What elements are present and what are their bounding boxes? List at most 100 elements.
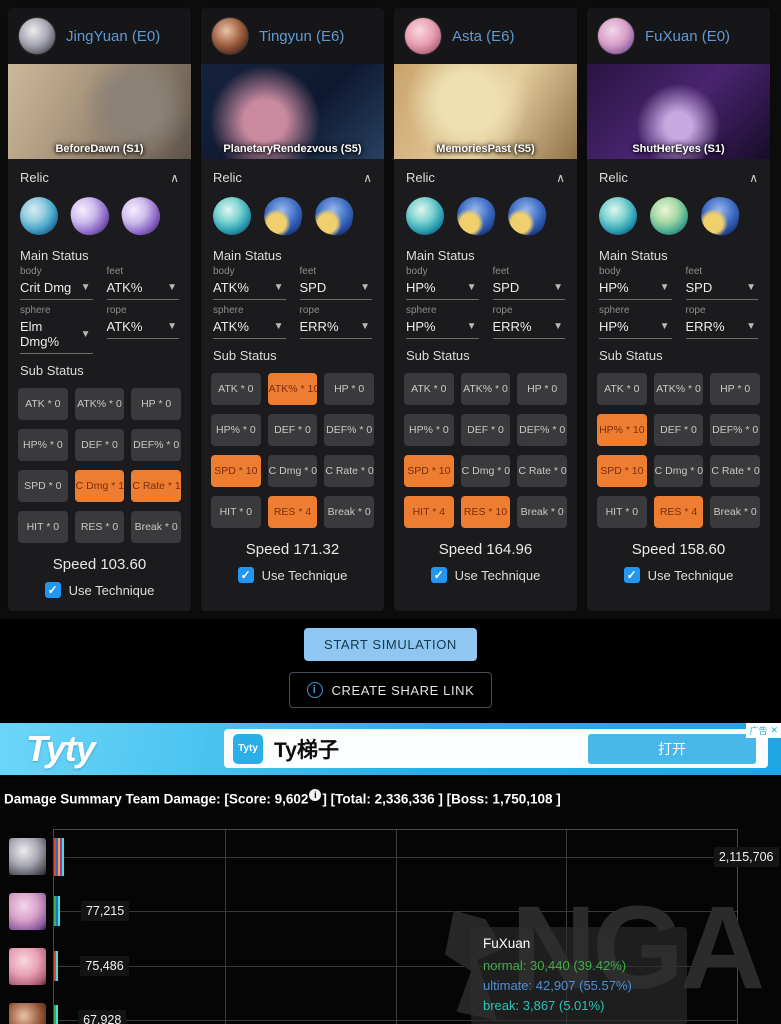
- feet-select[interactable]: SPD ▼: [492, 277, 565, 300]
- sub-stat-chip[interactable]: RES * 0: [74, 511, 125, 543]
- sub-stat-chip[interactable]: HP * 0: [324, 373, 374, 405]
- sub-stat-chip[interactable]: Break * 0: [131, 511, 181, 543]
- feet-select[interactable]: ATK% ▼: [106, 277, 179, 300]
- green-relic-icon[interactable]: [650, 197, 688, 235]
- rope-select[interactable]: ERR% ▼: [685, 316, 758, 339]
- bar-segment-ultimate[interactable]: [56, 896, 58, 927]
- sub-stat-chip[interactable]: ATK% * 0: [74, 388, 125, 420]
- sub-stat-chip[interactable]: SPD * 0: [18, 470, 68, 502]
- sphere-select[interactable]: ATK% ▼: [213, 316, 286, 339]
- purple-relic-icon[interactable]: [67, 193, 113, 239]
- feet-select[interactable]: SPD ▼: [299, 277, 372, 300]
- sphere-select[interactable]: HP% ▼: [406, 316, 479, 339]
- bar-segment-break[interactable]: [62, 837, 64, 876]
- sub-stat-chip[interactable]: C Dmg * 0: [653, 455, 704, 487]
- relic-section-header[interactable]: Relic ∧: [201, 159, 384, 187]
- chevron-up-icon[interactable]: ∧: [170, 170, 179, 185]
- blue-gold-relic-icon[interactable]: [504, 193, 550, 239]
- sub-stat-chip[interactable]: RES * 10: [460, 496, 511, 528]
- sub-stat-chip[interactable]: HP * 0: [131, 388, 181, 420]
- sub-stat-chip[interactable]: DEF% * 0: [131, 429, 181, 461]
- rope-select[interactable]: ERR% ▼: [299, 316, 372, 339]
- close-icon[interactable]: ✕: [770, 725, 778, 735]
- bar-segment-break[interactable]: [58, 896, 60, 927]
- bar-segment-skill[interactable]: [54, 837, 56, 876]
- bar-segment-break[interactable]: [56, 950, 58, 981]
- purple-relic-icon[interactable]: [118, 193, 164, 239]
- sphere-select[interactable]: HP% ▼: [599, 316, 672, 339]
- start-simulation-button[interactable]: START SIMULATION: [304, 628, 477, 661]
- sub-stat-chip[interactable]: HP * 0: [517, 373, 567, 405]
- relic-section-header[interactable]: Relic ∧: [587, 159, 770, 187]
- sub-stat-chip[interactable]: ATK * 0: [18, 388, 68, 420]
- chevron-up-icon[interactable]: ∧: [363, 170, 372, 185]
- sub-stat-chip[interactable]: ATK * 0: [404, 373, 454, 405]
- sub-stat-chip[interactable]: DEF * 0: [267, 414, 318, 446]
- relic-section-header[interactable]: Relic ∧: [8, 159, 191, 187]
- bar-segment-follow_up[interactable]: [60, 837, 62, 876]
- sub-stat-chip[interactable]: ATK% * 10: [267, 373, 318, 405]
- sub-stat-chip[interactable]: HP% * 0: [211, 414, 261, 446]
- sub-stat-chip[interactable]: HP% * 0: [18, 429, 68, 461]
- sub-stat-chip[interactable]: SPD * 10: [597, 455, 647, 487]
- chevron-up-icon[interactable]: ∧: [749, 170, 758, 185]
- sub-stat-chip[interactable]: SPD * 10: [211, 455, 261, 487]
- sub-stat-chip[interactable]: HIT * 4: [404, 496, 454, 528]
- bar-segment-normal[interactable]: [54, 1005, 56, 1024]
- score-info-icon[interactable]: i: [309, 789, 322, 801]
- teal-sphere-ornament-icon[interactable]: [213, 197, 251, 235]
- blue-gold-relic-icon[interactable]: [260, 193, 306, 239]
- sub-stat-chip[interactable]: HP% * 0: [404, 414, 454, 446]
- lightcone-image[interactable]: MemoriesPast (S5): [394, 64, 577, 159]
- sub-stat-chip[interactable]: C Rate * 0: [517, 455, 567, 487]
- teal-sphere-ornament-icon[interactable]: [599, 197, 637, 235]
- bar-segment-normal[interactable]: [54, 896, 56, 927]
- ad-banner[interactable]: Tyty Tyty Ty梯子 打开 广告 ✕: [0, 721, 781, 778]
- sub-stat-chip[interactable]: DEF * 0: [460, 414, 511, 446]
- character-avatar[interactable]: [211, 17, 249, 55]
- blue-gold-relic-icon[interactable]: [453, 193, 499, 239]
- use-technique-checkbox[interactable]: ✓: [430, 567, 447, 583]
- sub-stat-chip[interactable]: DEF% * 0: [324, 414, 374, 446]
- chevron-up-icon[interactable]: ∧: [556, 170, 565, 185]
- character-avatar[interactable]: [18, 17, 56, 55]
- lightcone-image[interactable]: BeforeDawn (S1): [8, 64, 191, 159]
- bar-segment-break[interactable]: [56, 1005, 58, 1024]
- sub-stat-chip[interactable]: HIT * 0: [18, 511, 68, 543]
- rope-select[interactable]: ATK% ▼: [106, 316, 179, 339]
- sub-stat-chip[interactable]: DEF% * 0: [710, 414, 760, 446]
- sub-stat-chip[interactable]: ATK * 0: [211, 373, 261, 405]
- sub-stat-chip[interactable]: DEF * 0: [74, 429, 125, 461]
- sub-stat-chip[interactable]: DEF% * 0: [517, 414, 567, 446]
- rope-select[interactable]: ERR% ▼: [492, 316, 565, 339]
- relic-section-header[interactable]: Relic ∧: [394, 159, 577, 187]
- ad-content-bar[interactable]: Tyty Ty梯子 打开: [224, 729, 768, 768]
- use-technique-checkbox[interactable]: ✓: [44, 582, 61, 598]
- sub-stat-chip[interactable]: SPD * 10: [404, 455, 454, 487]
- blue-gold-relic-icon[interactable]: [697, 193, 743, 239]
- sub-stat-chip[interactable]: HIT * 0: [211, 496, 261, 528]
- body-select[interactable]: HP% ▼: [406, 277, 479, 300]
- blue-planet-ornament-icon[interactable]: [20, 197, 58, 235]
- sub-stat-chip[interactable]: ATK% * 0: [460, 373, 511, 405]
- sub-stat-chip[interactable]: HP% * 10: [597, 414, 647, 446]
- body-select[interactable]: ATK% ▼: [213, 277, 286, 300]
- body-select[interactable]: Crit Dmg ▼: [20, 277, 93, 300]
- body-select[interactable]: HP% ▼: [599, 277, 672, 300]
- sub-stat-chip[interactable]: Break * 0: [517, 496, 567, 528]
- character-avatar[interactable]: [597, 17, 635, 55]
- sub-stat-chip[interactable]: DEF * 0: [653, 414, 704, 446]
- bar-segment-ultimate[interactable]: [56, 837, 58, 876]
- sub-stat-chip[interactable]: HP * 0: [710, 373, 760, 405]
- sub-stat-chip[interactable]: C Rate * 12: [131, 470, 181, 502]
- sub-stat-chip[interactable]: Break * 0: [710, 496, 760, 528]
- feet-select[interactable]: SPD ▼: [685, 277, 758, 300]
- bar-segment-skill[interactable]: [54, 950, 56, 981]
- lightcone-image[interactable]: ShutHerEyes (S1): [587, 64, 770, 159]
- create-share-link-button[interactable]: i CREATE SHARE LINK: [288, 672, 493, 708]
- blue-gold-relic-icon[interactable]: [311, 193, 357, 239]
- sub-stat-chip[interactable]: RES * 4: [267, 496, 318, 528]
- character-avatar[interactable]: [404, 17, 442, 55]
- sub-stat-chip[interactable]: C Rate * 0: [324, 455, 374, 487]
- bar-segment-additional[interactable]: [58, 837, 60, 876]
